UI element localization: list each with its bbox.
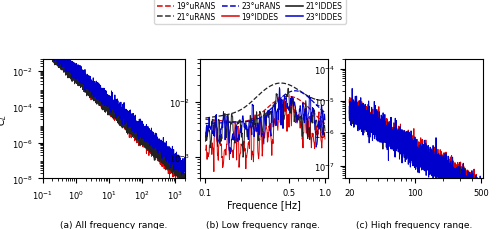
Legend: 19°uRANS, 21°uRANS, 23°uRANS, 19°IDDES, 21°IDDES, 23°IDDES: 19°uRANS, 21°uRANS, 23°uRANS, 19°IDDES, … [154,0,346,25]
Text: (a) All frequency range.: (a) All frequency range. [60,220,168,229]
Text: (c) High frequency range.: (c) High frequency range. [356,220,472,229]
Text: (b) Low frequency range.: (b) Low frequency range. [206,220,320,229]
X-axis label: Frequence [Hz]: Frequence [Hz] [227,200,300,210]
Y-axis label: $C_L$: $C_L$ [0,113,9,125]
